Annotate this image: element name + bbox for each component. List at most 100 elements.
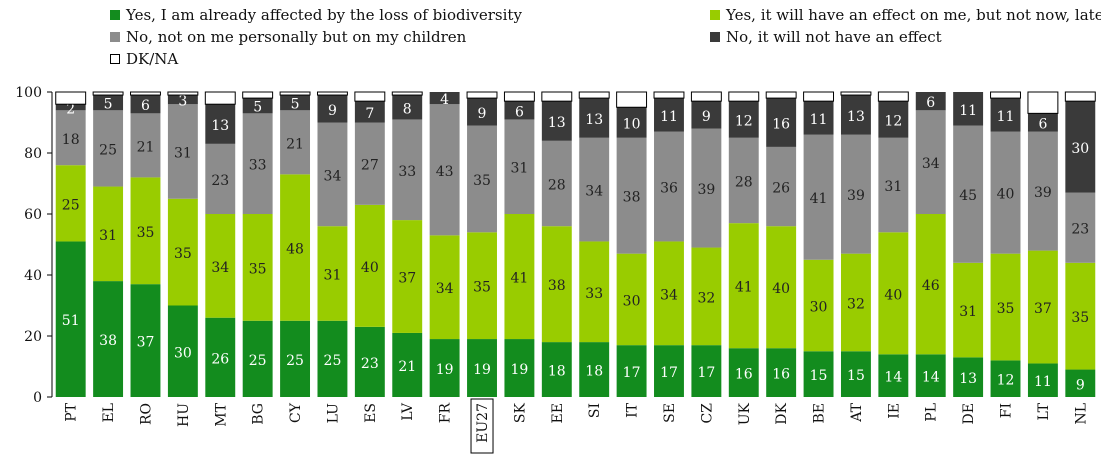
bar-segment: [578, 91, 610, 99]
bar-segment: [953, 262, 984, 358]
bar-segment: [167, 95, 198, 105]
bar-segment: [990, 360, 1021, 397]
legend-swatch: [710, 10, 720, 20]
bar-segment: [93, 95, 124, 111]
bar-segment: [990, 91, 1021, 99]
bar-segment: [728, 348, 759, 397]
bar-segment: [953, 357, 984, 397]
bar-segment: [541, 226, 572, 343]
data-label: 7: [365, 106, 374, 122]
bar-segment: [316, 91, 348, 96]
bar-segment: [990, 131, 1021, 254]
bar-segment: [130, 95, 161, 114]
data-label: 2: [66, 101, 75, 117]
bar-segment: [504, 214, 535, 340]
data-label: 25: [286, 353, 304, 369]
bar-segment: [878, 101, 909, 138]
bar-segment: [392, 119, 423, 221]
bar-segment: [579, 241, 610, 343]
bar-segment: [167, 91, 199, 96]
y-tick-label: 60: [24, 207, 42, 223]
data-label: 33: [585, 286, 603, 302]
data-label: 40: [361, 260, 379, 276]
data-label: 34: [324, 168, 342, 184]
bar-segment: [616, 107, 647, 138]
bar-segment: [242, 320, 273, 397]
legend-label: No, not on me personally but on my child…: [126, 28, 467, 46]
bar-segment: [877, 91, 909, 102]
data-label: 21: [398, 359, 416, 375]
data-label: 9: [1076, 377, 1085, 393]
bar-segment: [803, 351, 834, 397]
data-label: 10: [623, 117, 641, 133]
bar-segment: [167, 104, 198, 199]
y-tick-label: 100: [15, 85, 42, 101]
data-label: 36: [660, 181, 678, 197]
bar-segment: [354, 326, 385, 397]
bar-segment: [953, 92, 984, 126]
bar-segment: [690, 91, 722, 102]
bar-segment: [280, 95, 311, 111]
data-label: 25: [99, 142, 117, 158]
data-label: 19: [473, 362, 491, 378]
data-label: 32: [697, 290, 715, 306]
data-label: 19: [510, 362, 528, 378]
bar-segment: [467, 125, 497, 233]
category-label: RO: [138, 403, 154, 425]
bar-segment: [354, 91, 386, 102]
data-label: 35: [174, 246, 192, 262]
legend-item: Yes, I am already affected by the loss o…: [110, 6, 522, 24]
bar-segment: [354, 101, 385, 123]
bar-segment: [1027, 363, 1058, 397]
bar-segment: [541, 342, 572, 397]
data-label: 28: [548, 178, 566, 194]
bar-segment: [242, 91, 274, 99]
category-label: FI: [999, 403, 1015, 418]
bar-segment: [205, 104, 236, 144]
category-label: FR: [438, 403, 454, 424]
legend-label: DK/NA: [126, 50, 179, 68]
bar-segment: [317, 95, 348, 123]
data-label: 30: [174, 345, 192, 361]
category-label: CZ: [699, 403, 715, 424]
bar-segment: [317, 122, 348, 227]
data-label: 35: [473, 280, 491, 296]
data-label: 13: [959, 371, 977, 387]
bar-segment: [691, 101, 722, 129]
bar-segment: [915, 214, 946, 355]
data-label: 38: [548, 278, 566, 294]
bar-segment: [878, 232, 909, 355]
data-label: 39: [1034, 185, 1052, 201]
bar-segment: [728, 223, 759, 349]
bar-segment: [953, 125, 984, 263]
bar-segment: [616, 253, 647, 346]
data-label: 31: [884, 179, 902, 195]
data-label: 17: [623, 365, 641, 381]
bar-segment: [840, 253, 871, 352]
data-label: 11: [660, 109, 678, 125]
data-label: 30: [623, 293, 641, 309]
category-label: EL: [101, 403, 117, 423]
data-label: 40: [772, 281, 790, 297]
category-label: SE: [662, 403, 678, 423]
data-label: 6: [515, 104, 524, 120]
legend-swatch: [110, 32, 120, 42]
bar-segment: [504, 339, 535, 397]
data-label: 43: [436, 164, 454, 180]
category-label: HU: [176, 403, 192, 427]
category-label: LU: [325, 403, 341, 424]
category-label: MT: [213, 402, 229, 426]
y-tick-label: 40: [24, 268, 42, 284]
data-label: 11: [1034, 374, 1052, 390]
data-label: 6: [1038, 117, 1047, 133]
category-label: LV: [400, 402, 416, 421]
bar-segment: [803, 134, 834, 260]
data-label: 37: [1034, 301, 1052, 317]
bar-segment: [503, 91, 535, 102]
data-label: 32: [847, 296, 865, 312]
data-label: 23: [211, 173, 229, 189]
legend-label: Yes, I am already affected by the loss o…: [126, 6, 522, 24]
bar-segment: [130, 91, 161, 96]
bar-segment: [130, 284, 161, 397]
bar-segment: [55, 91, 87, 105]
